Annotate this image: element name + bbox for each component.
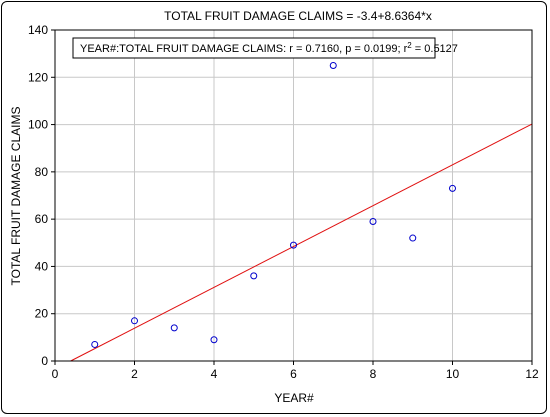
legend-annotation-suffix: = 0.5127 xyxy=(412,43,458,55)
x-tick-label: 12 xyxy=(525,367,539,381)
data-point xyxy=(290,241,297,249)
legend-annotation-prefix: YEAR#:TOTAL FRUIT DAMAGE CLAIMS: r = 0.7… xyxy=(80,43,408,55)
x-axis-label: YEAR# xyxy=(274,391,314,405)
data-point xyxy=(131,317,138,325)
y-axis-label: TOTAL FRUIT DAMAGE CLAIMS xyxy=(9,107,23,286)
chart-title: TOTAL FRUIT DAMAGE CLAIMS = -3.4+8.6364*… xyxy=(164,9,432,23)
y-tick-label: 120 xyxy=(28,70,48,84)
data-point xyxy=(329,61,337,69)
data-point xyxy=(170,324,178,332)
grid-lines xyxy=(51,29,533,365)
data-point xyxy=(210,336,218,344)
x-tick-label: 2 xyxy=(131,367,138,381)
x-tick-labels: 0 2 4 6 8 10 12 xyxy=(52,367,539,381)
y-tick-label: 100 xyxy=(28,118,48,132)
data-point xyxy=(449,184,456,192)
y-tick-label: 140 xyxy=(28,23,48,37)
x-tick-label: 10 xyxy=(446,367,460,381)
legend-box-frame xyxy=(72,37,436,59)
x-tick-label: 4 xyxy=(211,367,218,381)
legend-annotation: YEAR#:TOTAL FRUIT DAMAGE CLAIMS: r = 0.7… xyxy=(80,41,458,55)
plot-area-border xyxy=(54,29,533,362)
y-tick-label: 80 xyxy=(35,165,49,179)
y-tick-labels: 0 20 40 60 80 100 120 140 xyxy=(28,23,48,368)
legend-annotation-superscript: 2 xyxy=(407,41,412,50)
y-tick-label: 40 xyxy=(35,259,49,273)
y-tick-label: 60 xyxy=(35,212,49,226)
legend-box: YEAR#:TOTAL FRUIT DAMAGE CLAIMS: r = 0.7… xyxy=(72,37,458,59)
y-tick-label: 20 xyxy=(35,307,49,321)
data-point xyxy=(250,272,258,280)
x-tick-label: 6 xyxy=(290,367,297,381)
data-point xyxy=(409,234,417,242)
y-tick-label: 0 xyxy=(41,354,48,368)
data-point xyxy=(369,218,377,226)
data-point xyxy=(91,340,99,348)
regression-line-group xyxy=(70,123,533,362)
x-tick-label: 0 xyxy=(52,367,59,381)
regression-line xyxy=(70,123,533,362)
data-points xyxy=(91,61,456,348)
x-tick-label: 8 xyxy=(370,367,377,381)
